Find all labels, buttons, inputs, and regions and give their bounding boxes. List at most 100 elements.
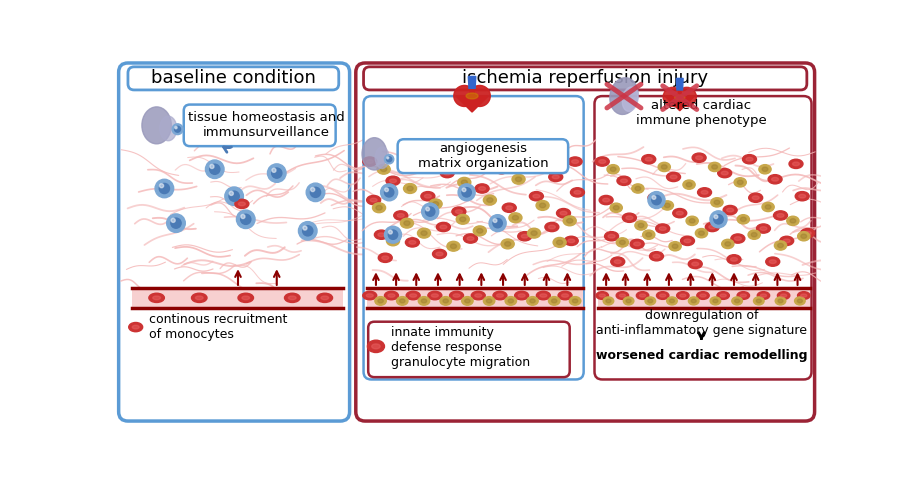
Circle shape	[271, 168, 276, 172]
Ellipse shape	[563, 216, 576, 226]
Ellipse shape	[616, 292, 628, 300]
Ellipse shape	[617, 176, 630, 185]
Ellipse shape	[429, 199, 442, 209]
Ellipse shape	[758, 165, 771, 174]
Circle shape	[171, 218, 175, 222]
Ellipse shape	[152, 296, 160, 300]
Circle shape	[210, 164, 220, 174]
Ellipse shape	[752, 297, 763, 305]
Ellipse shape	[691, 262, 698, 266]
Ellipse shape	[241, 296, 250, 300]
Ellipse shape	[762, 203, 773, 212]
Ellipse shape	[543, 165, 549, 169]
Ellipse shape	[385, 176, 400, 185]
Ellipse shape	[625, 216, 632, 220]
Ellipse shape	[432, 202, 438, 206]
Ellipse shape	[539, 203, 545, 208]
Ellipse shape	[483, 297, 495, 305]
Ellipse shape	[736, 180, 742, 184]
Circle shape	[384, 226, 401, 243]
Ellipse shape	[238, 202, 245, 206]
Ellipse shape	[607, 165, 619, 174]
Ellipse shape	[639, 294, 645, 297]
Ellipse shape	[630, 240, 643, 249]
Circle shape	[386, 156, 391, 162]
Ellipse shape	[660, 165, 667, 169]
Ellipse shape	[733, 237, 741, 240]
Ellipse shape	[742, 155, 755, 164]
Ellipse shape	[536, 291, 549, 300]
Ellipse shape	[792, 162, 799, 166]
Bar	[132, 288, 343, 308]
Ellipse shape	[755, 224, 770, 233]
Ellipse shape	[501, 239, 514, 249]
Ellipse shape	[774, 297, 785, 305]
Circle shape	[175, 126, 177, 129]
Ellipse shape	[527, 297, 537, 305]
Ellipse shape	[132, 325, 139, 329]
Ellipse shape	[505, 297, 516, 305]
Ellipse shape	[478, 187, 485, 191]
Ellipse shape	[517, 294, 525, 297]
Ellipse shape	[529, 299, 535, 303]
Circle shape	[676, 87, 696, 107]
Ellipse shape	[486, 198, 493, 203]
Ellipse shape	[609, 167, 615, 171]
Ellipse shape	[159, 116, 177, 141]
Circle shape	[662, 87, 681, 107]
Ellipse shape	[400, 218, 413, 228]
Ellipse shape	[625, 299, 630, 303]
Ellipse shape	[486, 299, 491, 303]
Ellipse shape	[619, 179, 627, 183]
Ellipse shape	[619, 240, 625, 245]
Ellipse shape	[736, 215, 749, 224]
Ellipse shape	[764, 205, 770, 209]
Ellipse shape	[797, 232, 809, 241]
Ellipse shape	[378, 253, 392, 263]
Circle shape	[651, 195, 660, 204]
Ellipse shape	[284, 293, 300, 302]
Ellipse shape	[440, 168, 454, 178]
Ellipse shape	[762, 167, 767, 171]
Polygon shape	[456, 96, 487, 112]
Ellipse shape	[659, 227, 665, 230]
Ellipse shape	[740, 294, 745, 297]
Circle shape	[170, 218, 181, 228]
Ellipse shape	[384, 291, 398, 300]
Circle shape	[462, 188, 466, 192]
Ellipse shape	[634, 186, 640, 191]
Text: worsened cardiac remodelling: worsened cardiac remodelling	[595, 349, 806, 362]
Ellipse shape	[751, 232, 756, 237]
Ellipse shape	[396, 297, 407, 305]
Ellipse shape	[755, 299, 761, 303]
Ellipse shape	[745, 157, 752, 161]
Ellipse shape	[421, 192, 435, 201]
Ellipse shape	[444, 171, 450, 175]
Ellipse shape	[507, 299, 513, 303]
Ellipse shape	[191, 293, 207, 302]
FancyBboxPatch shape	[363, 96, 583, 380]
Ellipse shape	[679, 294, 685, 297]
Circle shape	[651, 196, 655, 199]
Ellipse shape	[459, 217, 466, 222]
Ellipse shape	[789, 219, 795, 223]
Ellipse shape	[466, 149, 481, 158]
Ellipse shape	[666, 297, 677, 305]
Ellipse shape	[794, 192, 808, 201]
Ellipse shape	[418, 297, 429, 305]
Ellipse shape	[694, 228, 707, 238]
Ellipse shape	[685, 182, 691, 187]
Ellipse shape	[756, 292, 769, 300]
FancyBboxPatch shape	[397, 139, 568, 173]
Ellipse shape	[461, 297, 473, 305]
Ellipse shape	[377, 233, 384, 237]
Ellipse shape	[321, 296, 328, 300]
Ellipse shape	[238, 293, 253, 302]
Ellipse shape	[771, 178, 778, 181]
Ellipse shape	[726, 208, 732, 212]
Circle shape	[271, 168, 281, 178]
Ellipse shape	[128, 323, 142, 332]
Ellipse shape	[409, 294, 416, 297]
Circle shape	[713, 215, 722, 224]
Ellipse shape	[638, 223, 643, 228]
